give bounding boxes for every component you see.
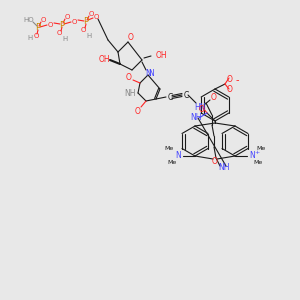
Text: HN: HN: [194, 103, 206, 112]
Text: O: O: [212, 157, 218, 166]
Text: OH: OH: [98, 55, 110, 64]
Text: +: +: [254, 149, 260, 154]
Text: O: O: [199, 104, 205, 113]
Text: H: H: [86, 33, 92, 39]
Text: P: P: [35, 23, 40, 32]
Text: O: O: [93, 14, 99, 20]
Text: N: N: [175, 152, 181, 160]
Text: OH: OH: [156, 50, 168, 59]
Text: O: O: [64, 14, 70, 20]
Text: O: O: [80, 27, 86, 33]
Text: O: O: [227, 85, 233, 94]
Text: O: O: [126, 74, 132, 82]
Text: N: N: [249, 152, 255, 160]
Text: O: O: [33, 33, 39, 39]
Text: H: H: [62, 36, 68, 42]
Text: Me: Me: [164, 146, 174, 152]
Text: -: -: [235, 75, 239, 85]
Text: O: O: [211, 94, 217, 103]
Text: N: N: [145, 68, 151, 77]
Text: N: N: [148, 68, 154, 77]
Text: C: C: [183, 91, 189, 100]
Text: O: O: [128, 34, 134, 43]
Text: C: C: [167, 92, 172, 101]
Text: Me: Me: [167, 160, 177, 166]
Text: O: O: [56, 30, 62, 36]
Text: O: O: [40, 17, 46, 23]
Text: Me: Me: [256, 146, 266, 152]
Text: O: O: [88, 11, 94, 17]
Text: O: O: [227, 74, 233, 83]
Text: P: P: [83, 17, 88, 26]
Text: Me: Me: [254, 160, 262, 166]
Text: O: O: [135, 106, 141, 116]
Text: NH: NH: [190, 113, 202, 122]
Text: O: O: [47, 22, 53, 28]
Text: O: O: [71, 19, 77, 25]
Text: HO: HO: [24, 17, 34, 23]
Text: NH: NH: [124, 88, 136, 98]
Text: H: H: [27, 35, 33, 41]
Text: NH: NH: [218, 164, 230, 172]
Text: P: P: [59, 20, 64, 29]
